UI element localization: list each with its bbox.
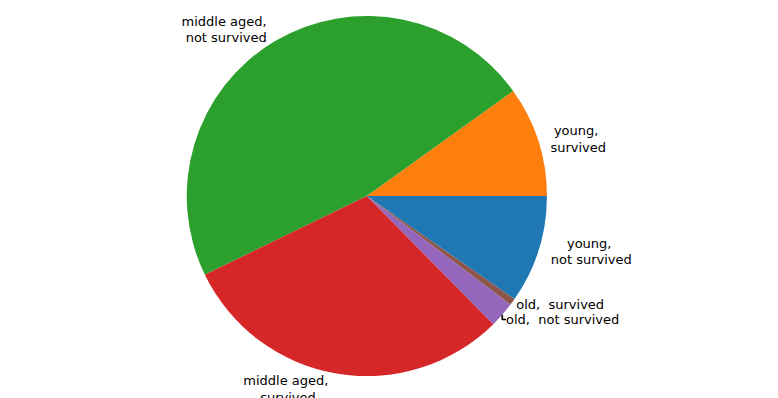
svg-text:middle aged, survived: middle aged, survived [243, 373, 328, 398]
svg-text:middle aged, not survived: middle aged, not survived [182, 14, 267, 46]
svg-text:old, survived: old, survived [516, 297, 604, 312]
svg-text:young, survived: young, survived [546, 123, 606, 155]
svg-text:old, not survived: old, not survived [506, 312, 619, 327]
svg-text:young, not survived: young, not survived [547, 236, 632, 268]
